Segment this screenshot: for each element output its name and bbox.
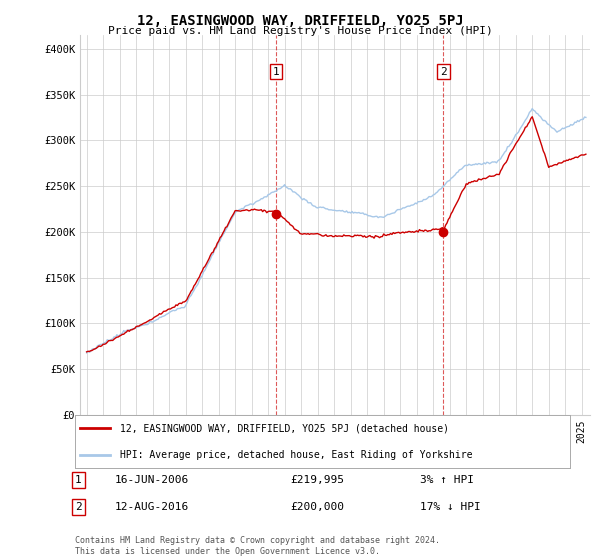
Text: 2: 2 <box>440 67 447 77</box>
Text: 12-AUG-2016: 12-AUG-2016 <box>115 502 189 512</box>
Text: 2: 2 <box>75 502 82 512</box>
Text: 3% ↑ HPI: 3% ↑ HPI <box>420 475 474 485</box>
Text: £219,995: £219,995 <box>290 475 344 485</box>
Text: 12, EASINGWOOD WAY, DRIFFIELD, YO25 5PJ (detached house): 12, EASINGWOOD WAY, DRIFFIELD, YO25 5PJ … <box>119 423 449 433</box>
Text: 1: 1 <box>75 475 82 485</box>
Text: 12, EASINGWOOD WAY, DRIFFIELD, YO25 5PJ: 12, EASINGWOOD WAY, DRIFFIELD, YO25 5PJ <box>137 14 463 28</box>
Text: HPI: Average price, detached house, East Riding of Yorkshire: HPI: Average price, detached house, East… <box>119 450 472 460</box>
Text: Price paid vs. HM Land Registry's House Price Index (HPI): Price paid vs. HM Land Registry's House … <box>107 26 493 36</box>
Text: Contains HM Land Registry data © Crown copyright and database right 2024.
This d: Contains HM Land Registry data © Crown c… <box>75 536 440 556</box>
Text: 17% ↓ HPI: 17% ↓ HPI <box>420 502 481 512</box>
Text: 16-JUN-2006: 16-JUN-2006 <box>115 475 189 485</box>
Text: 1: 1 <box>272 67 279 77</box>
Text: £200,000: £200,000 <box>290 502 344 512</box>
